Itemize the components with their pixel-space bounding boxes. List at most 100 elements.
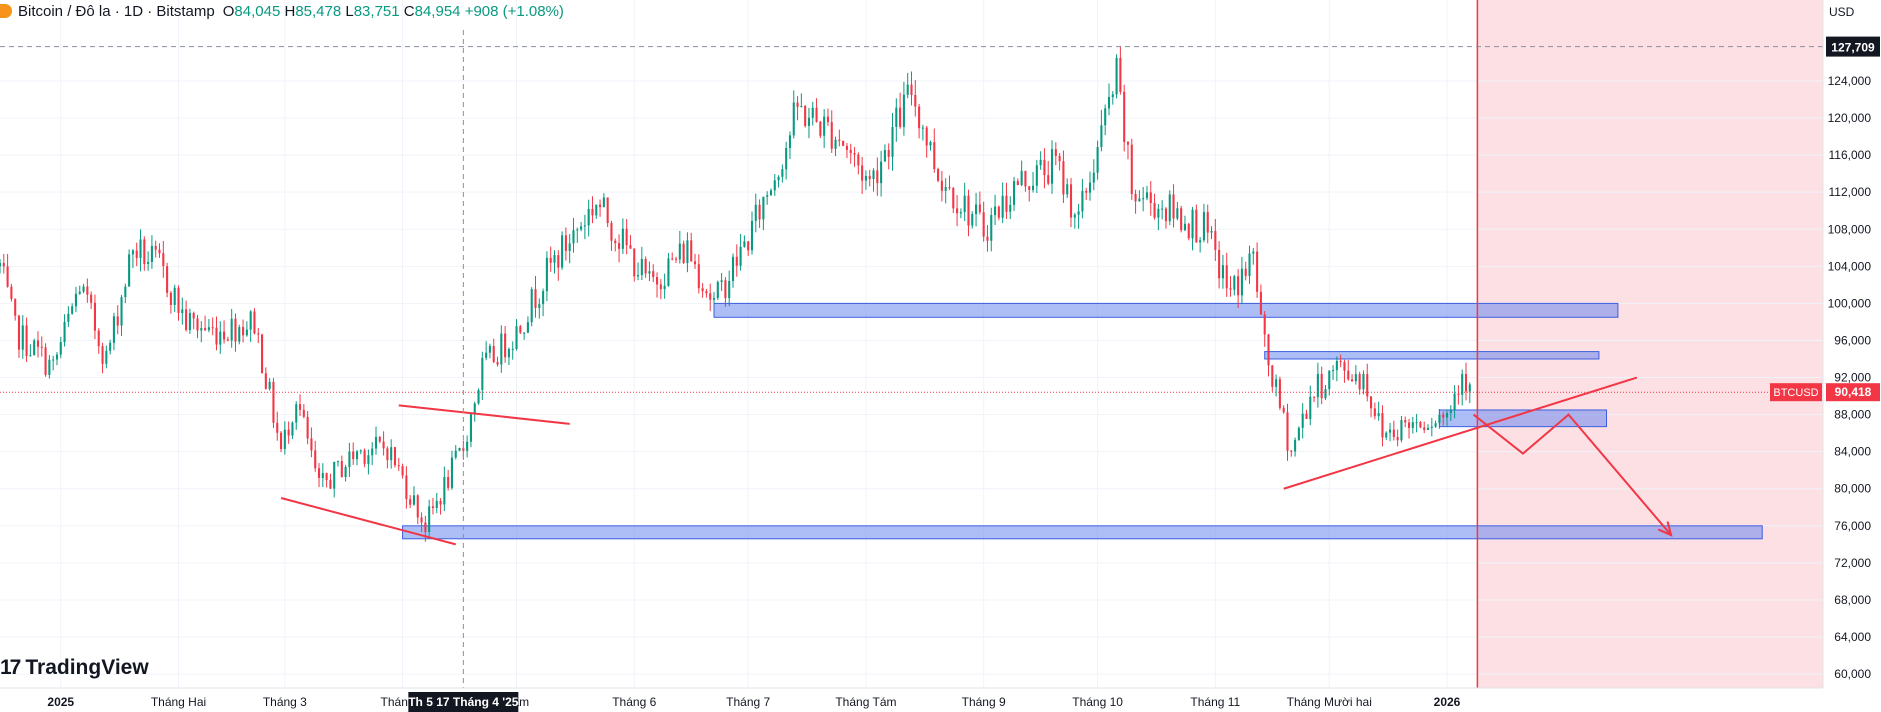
candle-body [709,293,712,300]
candle-body [1407,422,1411,428]
candle-body [352,451,355,460]
candle-body [55,354,59,360]
candle-body [1009,204,1012,212]
candle-body [382,441,385,449]
time-tick-label: 2026 [1434,695,1461,709]
candle-body [67,313,70,322]
candle-body [1449,409,1452,413]
candle-body [1343,362,1346,371]
candle-body [655,277,659,285]
candle-body [1145,192,1149,199]
candle-body [538,304,541,308]
candle-body [454,450,457,458]
candle-body [697,264,700,289]
candle-body [853,153,856,155]
candle-body [1426,427,1430,430]
candle-body [693,261,697,265]
candle-body [238,327,241,342]
tradingview-watermark[interactable]: 17 TradingView [0,656,149,680]
candle-body [690,240,693,262]
candle-body [762,196,765,220]
candle-body [272,381,275,423]
symbol-title[interactable]: Bitcoin / Đô la · 1D · Bitstamp [18,2,215,20]
candle-body [223,331,226,340]
candle-body [112,316,115,343]
candle-body [712,297,716,300]
candle-body [747,241,750,251]
candle-body [1206,212,1209,233]
candle-body [458,448,461,451]
candle-body [944,187,947,191]
candle-body [952,187,955,209]
candle-body [276,422,279,433]
price-tick-label: 80,000 [1834,482,1871,496]
candle-body [781,169,784,177]
candle-body [1031,185,1035,190]
zone-rect [713,302,1619,318]
high-label: H [284,2,296,20]
candle-body [447,477,450,488]
crosshair-date-badge [408,692,519,712]
candle-body [2,263,5,267]
candle-body [393,447,397,466]
candle-body [1180,208,1183,231]
candle-body [542,291,545,305]
overlay [0,30,1823,688]
candle-body [359,450,362,452]
candle-body [93,302,96,331]
candle-body [1370,396,1373,409]
candle-body [591,208,594,216]
candle-body [435,500,438,508]
candle-body [1434,423,1437,427]
candle-body [378,436,381,442]
candle-body [914,95,917,107]
candle-body [640,258,643,276]
candle-body [105,350,108,364]
candle-body [826,116,829,123]
candle-body [295,404,298,423]
candle-body [1244,268,1247,276]
price-axis[interactable]: USD 60,000 64,000 68,000 72,000 76,000 80,000 8… [1770,0,1881,712]
candle-body [1366,374,1369,397]
candle-body [147,261,150,265]
candle-body [306,416,309,439]
price-tick-label: 92,000 [1834,371,1871,385]
candle-body [25,325,28,356]
candle-body [450,457,453,488]
candle-body [1111,94,1114,97]
candle-body [629,245,632,249]
candle-body [750,220,754,251]
candle-body [1142,198,1145,200]
time-tick-label: Tháng 3 [263,695,307,709]
candle-body [910,84,913,96]
candle-body [1248,253,1251,276]
candles [0,45,1471,542]
candle-body [1210,230,1213,233]
candle-body [834,139,837,149]
candle-body [1157,208,1160,218]
candle-body [1123,91,1126,143]
candle-body [1176,208,1179,219]
candle-body [473,403,476,415]
candle-body [340,461,343,478]
candle-body [1290,450,1293,452]
candle-body [74,293,78,307]
candle-body [200,328,203,331]
candle-body [720,280,723,282]
candle-body [97,330,100,347]
candle-body [135,250,138,259]
candle-body [1221,265,1224,279]
candle-body [899,107,902,127]
candle-body [587,208,590,226]
candle-body [576,229,579,231]
candle-body [1088,182,1092,193]
candle-body [14,299,17,316]
candle-body [63,321,66,343]
candle-body [1464,374,1468,392]
candle-body [1164,208,1168,222]
candle-body [618,243,621,249]
candle-body [249,311,252,330]
candle-body [561,235,564,268]
